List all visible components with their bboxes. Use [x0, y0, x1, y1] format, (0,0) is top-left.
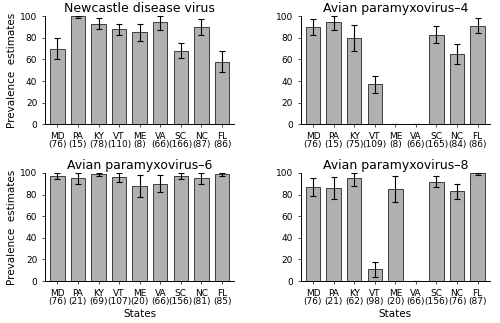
- Bar: [194, 178, 208, 281]
- Title: Avian paramyxovirus–4: Avian paramyxovirus–4: [322, 2, 468, 15]
- Bar: [174, 51, 188, 124]
- Bar: [153, 184, 168, 281]
- Bar: [215, 174, 229, 281]
- Title: Avian paramyxovirus–8: Avian paramyxovirus–8: [322, 159, 468, 172]
- Bar: [368, 84, 382, 124]
- Bar: [430, 182, 444, 281]
- Bar: [306, 27, 320, 124]
- Title: Newcastle disease virus: Newcastle disease virus: [64, 2, 215, 15]
- Bar: [326, 22, 341, 124]
- Bar: [112, 29, 126, 124]
- Bar: [450, 54, 464, 124]
- Bar: [50, 176, 64, 281]
- Bar: [470, 173, 485, 281]
- Bar: [112, 177, 126, 281]
- X-axis label: States: States: [123, 309, 156, 319]
- Bar: [388, 189, 402, 281]
- Title: Avian paramyxovirus–6: Avian paramyxovirus–6: [67, 159, 212, 172]
- Bar: [174, 176, 188, 281]
- Bar: [194, 27, 208, 124]
- Bar: [92, 174, 106, 281]
- Bar: [70, 16, 85, 124]
- Bar: [450, 191, 464, 281]
- Bar: [347, 178, 362, 281]
- Y-axis label: Prevalence  estimates: Prevalence estimates: [8, 13, 18, 128]
- Bar: [92, 24, 106, 124]
- Bar: [326, 188, 341, 281]
- Bar: [430, 35, 444, 124]
- Y-axis label: Prevalence  estimates: Prevalence estimates: [8, 169, 18, 285]
- Bar: [215, 62, 229, 124]
- Bar: [50, 48, 64, 124]
- Bar: [368, 269, 382, 281]
- Bar: [70, 178, 85, 281]
- Bar: [132, 186, 147, 281]
- X-axis label: States: States: [379, 309, 412, 319]
- Bar: [347, 38, 362, 124]
- Bar: [470, 26, 485, 124]
- Bar: [153, 22, 168, 124]
- Bar: [306, 187, 320, 281]
- Bar: [132, 32, 147, 124]
